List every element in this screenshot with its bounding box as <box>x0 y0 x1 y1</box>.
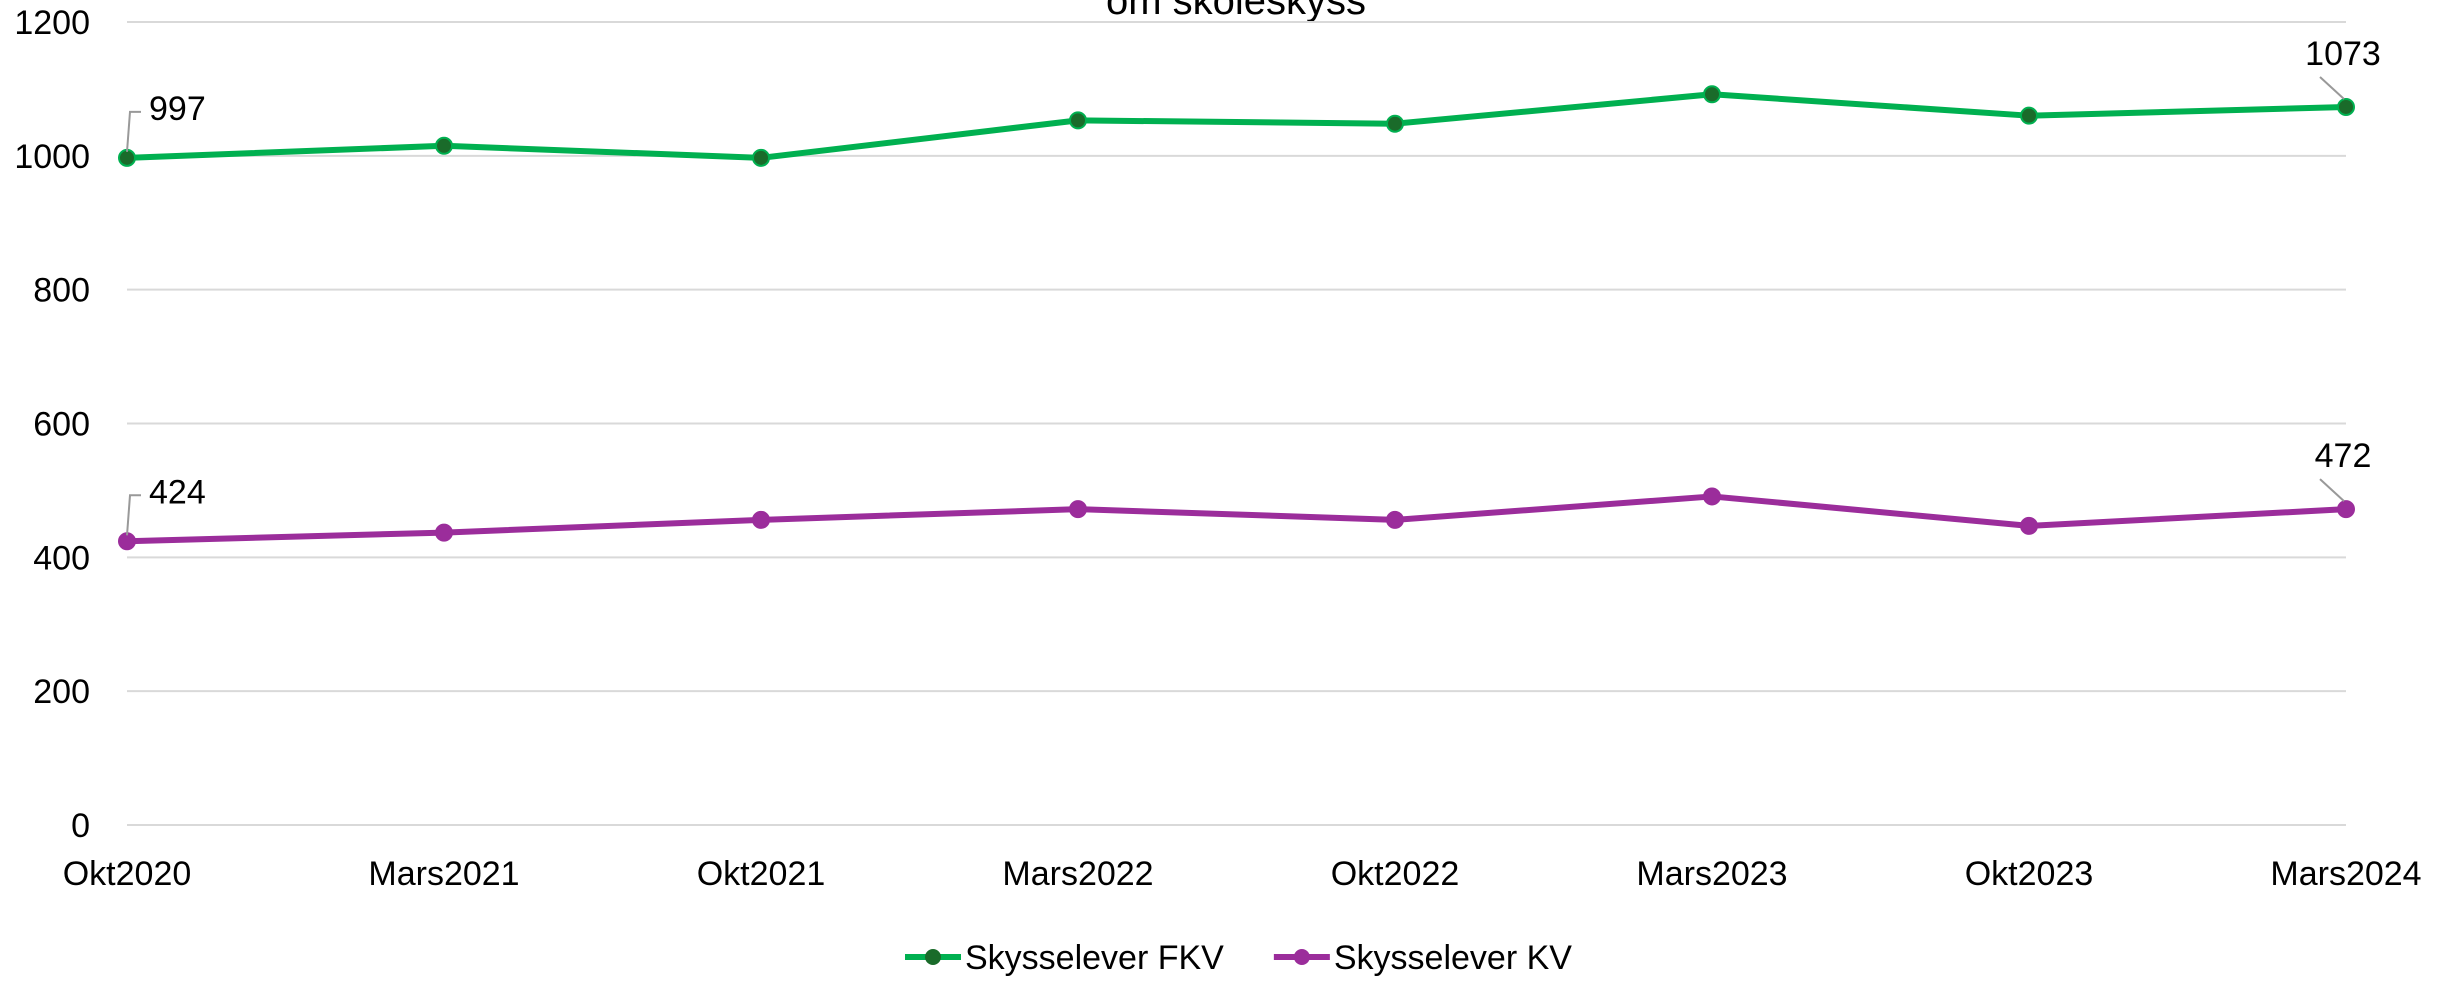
point-marker <box>1069 500 1087 519</box>
legend-label: Skysselever FKV <box>965 939 1224 977</box>
point-marker <box>1069 111 1087 130</box>
y-tick-label: 1200 <box>14 4 90 42</box>
point-marker <box>752 148 770 167</box>
point-marker <box>435 523 453 542</box>
legend-label: Skysselever KV <box>1334 939 1572 977</box>
point-marker <box>1703 487 1721 506</box>
x-tick-label: Mars2024 <box>2270 855 2421 893</box>
series-line <box>126 91 2347 161</box>
series-line <box>126 493 2347 545</box>
data-label: 1073 <box>2305 35 2381 73</box>
x-tick-label: Okt2022 <box>1331 855 1460 893</box>
y-tick-label: 1000 <box>14 138 90 176</box>
label-leader <box>126 494 141 536</box>
point-marker <box>118 148 136 167</box>
data-label: 997 <box>149 90 206 128</box>
point-marker <box>435 136 453 155</box>
data-label: 424 <box>149 473 206 511</box>
label-leader <box>126 110 141 152</box>
x-tick-label: Mars2022 <box>1002 855 1153 893</box>
point-marker <box>2337 500 2355 519</box>
point-marker <box>752 510 770 529</box>
chart-title: om skoleskyss <box>1106 0 1366 23</box>
point-marker <box>2020 106 2038 125</box>
y-tick-label: 400 <box>33 539 90 577</box>
point-marker <box>1386 510 1404 529</box>
y-tick-label: 0 <box>71 807 90 845</box>
point-marker <box>118 532 136 551</box>
x-tick-label: Okt2023 <box>1965 855 2094 893</box>
point-marker <box>1703 85 1721 104</box>
point-marker <box>1386 114 1404 133</box>
y-tick-label: 600 <box>33 406 90 444</box>
x-tick-label: Okt2020 <box>63 855 192 893</box>
y-tick-label: 200 <box>33 673 90 711</box>
label-leader <box>2319 76 2345 100</box>
data-label: 472 <box>2315 437 2372 475</box>
legend-marker <box>925 949 941 965</box>
point-marker <box>2020 516 2038 535</box>
x-tick-label: Mars2021 <box>368 855 519 893</box>
label-leader <box>2319 478 2345 502</box>
legend-marker <box>1293 949 1310 965</box>
y-tick-label: 800 <box>33 272 90 310</box>
x-tick-label: Mars2023 <box>1636 855 1787 893</box>
point-marker <box>2337 97 2355 116</box>
x-tick-label: Okt2021 <box>697 855 826 893</box>
